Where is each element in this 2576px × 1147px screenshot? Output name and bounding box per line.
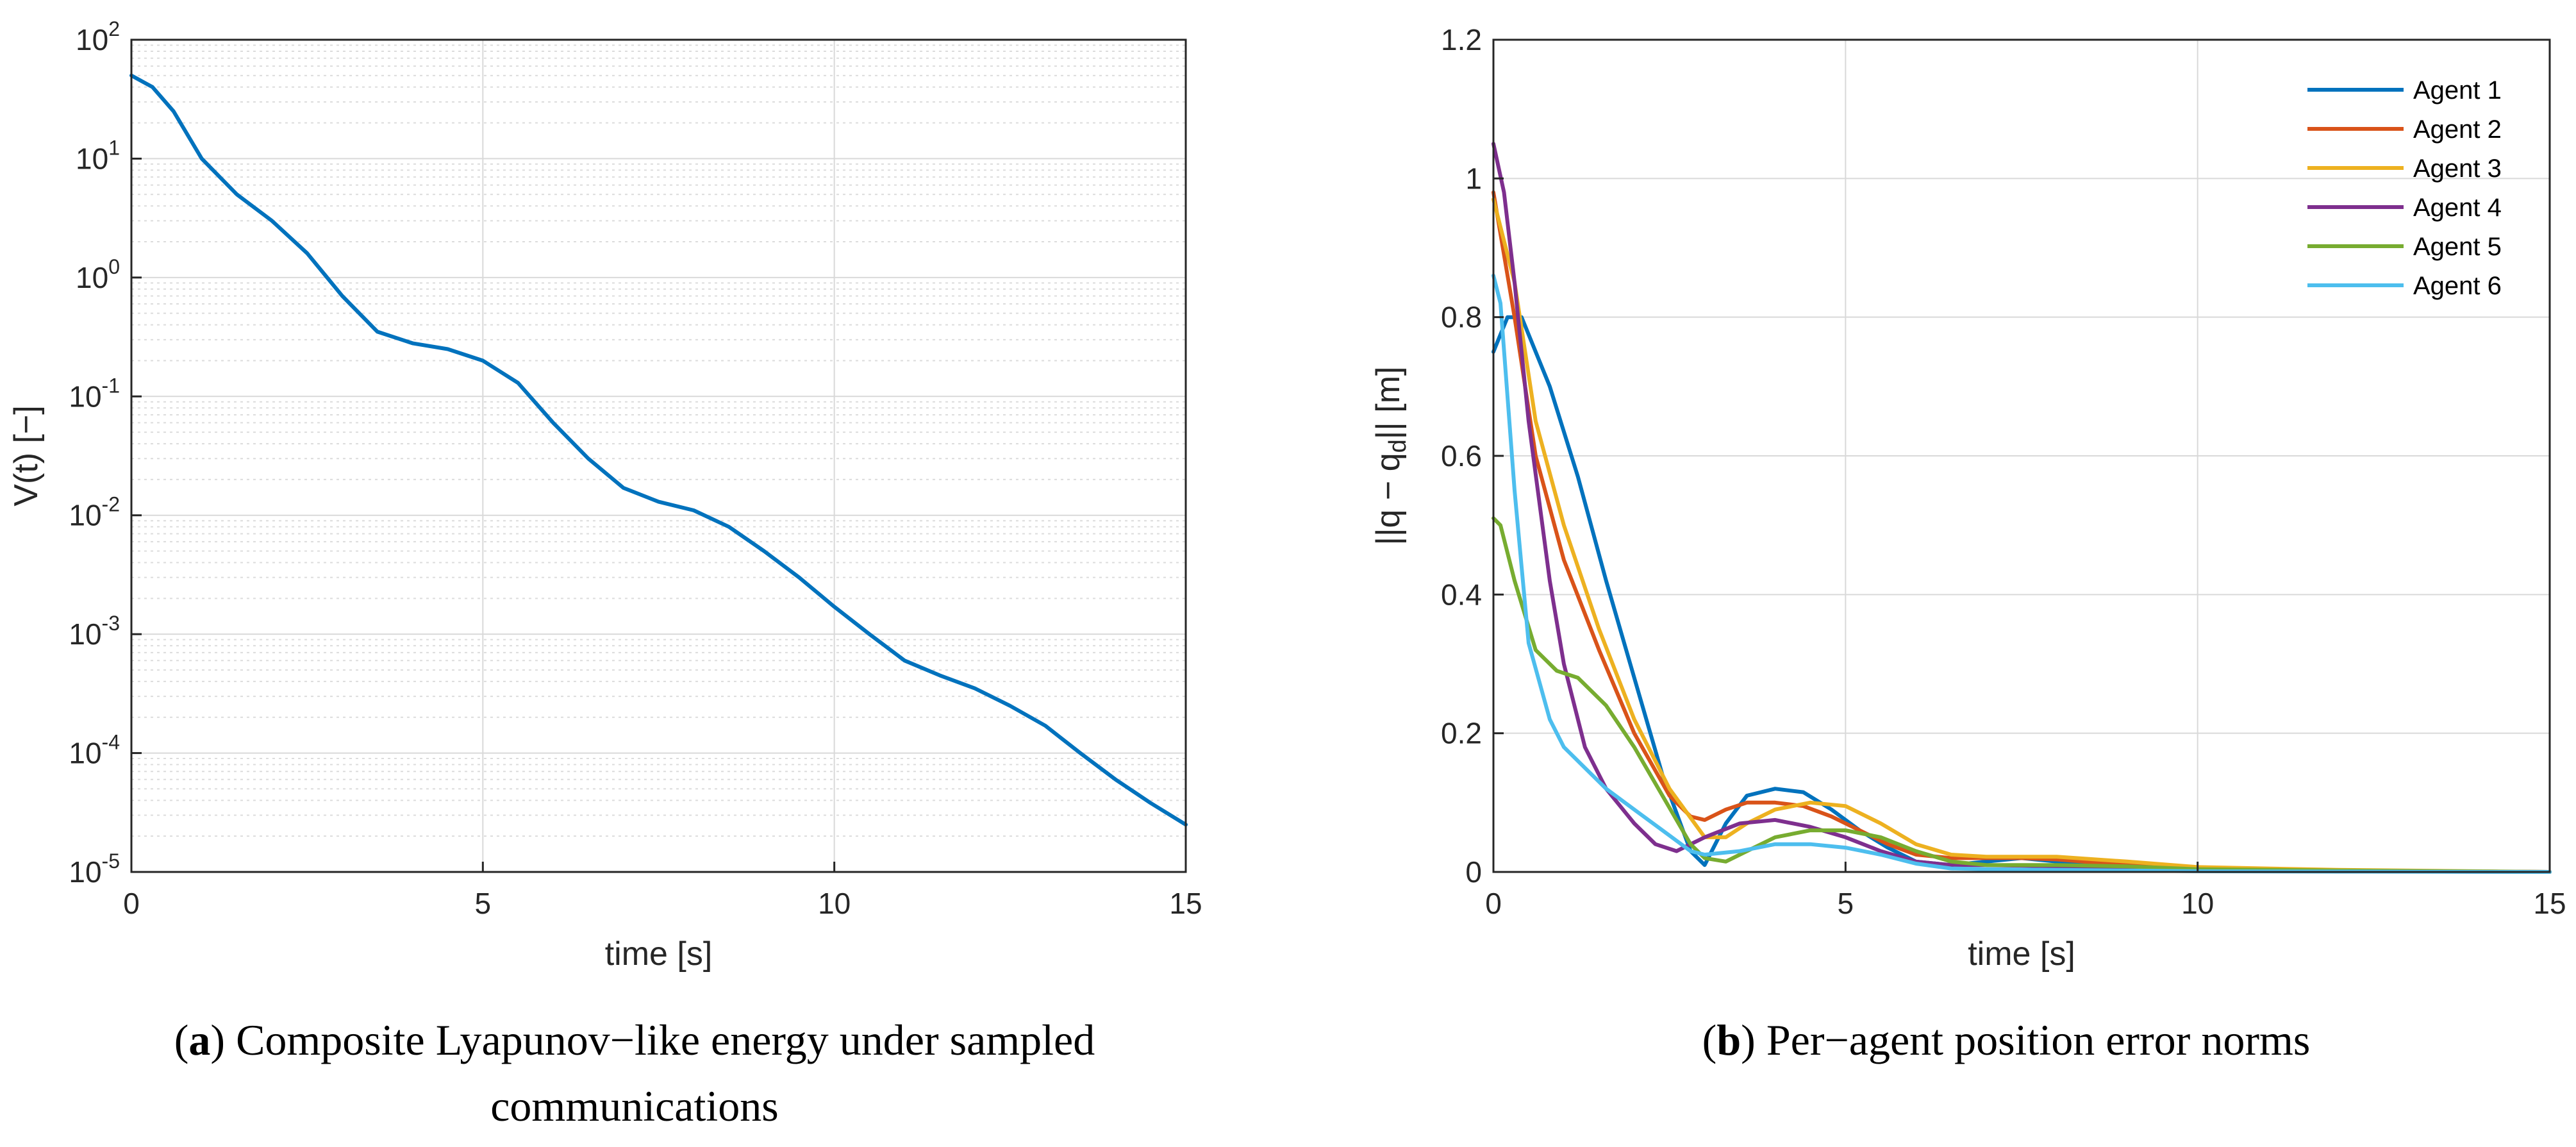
chart-a-series (129, 73, 1188, 827)
x-tick-label: 5 (475, 887, 492, 920)
legend-label-agent-5: Agent 5 (2413, 233, 2502, 261)
x-tick-label: 10 (818, 887, 851, 920)
series-line-agent-2 (1492, 190, 2552, 874)
chart-b-ticks: 0 5 10 15 0 0.2 0.4 0.6 0.8 1 1.2 (1441, 23, 2566, 920)
x-tick-label: 0 (123, 887, 140, 920)
y-tick-label: 100 (76, 255, 120, 294)
plot-a-area (131, 40, 1186, 872)
y-tick-label: 101 (76, 136, 120, 175)
legend-label-agent-1: Agent 1 (2413, 76, 2502, 105)
y-tick-label: 0.6 (1441, 439, 1482, 473)
series-line-agent-3 (1492, 197, 2552, 874)
chart-b-y-label-sub: d (1384, 439, 1411, 453)
x-tick-label: 0 (1485, 887, 1502, 920)
x-tick-label: 15 (2533, 887, 2566, 920)
chart-b-caption-text: Per−agent position error norms (1756, 1016, 2311, 1064)
chart-a-caption: (a) Composite Lyapunov−like energy under… (174, 1016, 1095, 1064)
chart-a-caption-text-1: Composite Lyapunov−like energy under sam… (225, 1016, 1095, 1064)
plot-a-frame (130, 38, 1187, 873)
chart-b-y-label-end: || [m] (1370, 367, 1407, 440)
chart-a-minor-grid (131, 44, 1186, 837)
chart-b-y-label-main: ||q − q (1370, 453, 1407, 545)
y-tick-label: 10-5 (69, 850, 120, 889)
chart-a-caption-letter: a (188, 1016, 210, 1064)
chart-a-ticks: 0 5 10 15 10-5 10-4 10-3 10-2 10-1 100 101 102 (69, 17, 1202, 920)
legend-label-agent-4: Agent 4 (2413, 194, 2502, 222)
y-tick-label: 10-4 (69, 731, 120, 770)
y-tick-label: 102 (76, 17, 120, 56)
y-tick-label: 10-3 (69, 612, 120, 651)
y-tick-label: 0.2 (1441, 717, 1482, 750)
x-tick-label: 5 (1838, 887, 1854, 920)
chart-b-y-axis-label: ||q − qd|| [m] (1370, 367, 1411, 546)
chart-b-caption-letter: b (1716, 1016, 1741, 1064)
legend-label-agent-6: Agent 6 (2413, 272, 2502, 300)
chart-b-x-axis-label: time [s] (1968, 935, 2075, 973)
y-tick-label: 0.4 (1441, 578, 1482, 611)
series-line-agent-6 (1492, 273, 2552, 874)
y-tick-label: 1.2 (1441, 23, 1482, 56)
chart-a: 0 5 10 15 10-5 10-4 10-3 10-2 10-1 100 101 102 time… (8, 17, 1202, 1130)
legend-label-agent-2: Agent 2 (2413, 115, 2502, 144)
x-tick-label: 10 (2181, 887, 2214, 920)
chart-a-x-axis-label: time [s] (605, 935, 713, 973)
y-tick-label: 10-2 (69, 493, 120, 532)
x-tick-label: 15 (1169, 887, 1202, 920)
y-tick-label: 0.8 (1441, 301, 1482, 334)
series-line-0 (129, 73, 1188, 827)
chart-b-series (1492, 142, 2552, 874)
chart-a-caption-line-2: communications (490, 1082, 778, 1130)
chart-b-caption: (b) Per−agent position error norms (1702, 1016, 2311, 1064)
legend-label-agent-3: Agent 3 (2413, 155, 2502, 183)
chart-b-legend: Agent 1 Agent 2 Agent 3 Agent 4 Agent 5 Agent… (2307, 76, 2502, 300)
chart-a-y-axis-label: V(t) [−] (8, 405, 45, 506)
y-tick-label: 1 (1465, 162, 1482, 195)
y-tick-label: 0 (1465, 855, 1482, 889)
y-tick-label: 10-1 (69, 374, 120, 413)
